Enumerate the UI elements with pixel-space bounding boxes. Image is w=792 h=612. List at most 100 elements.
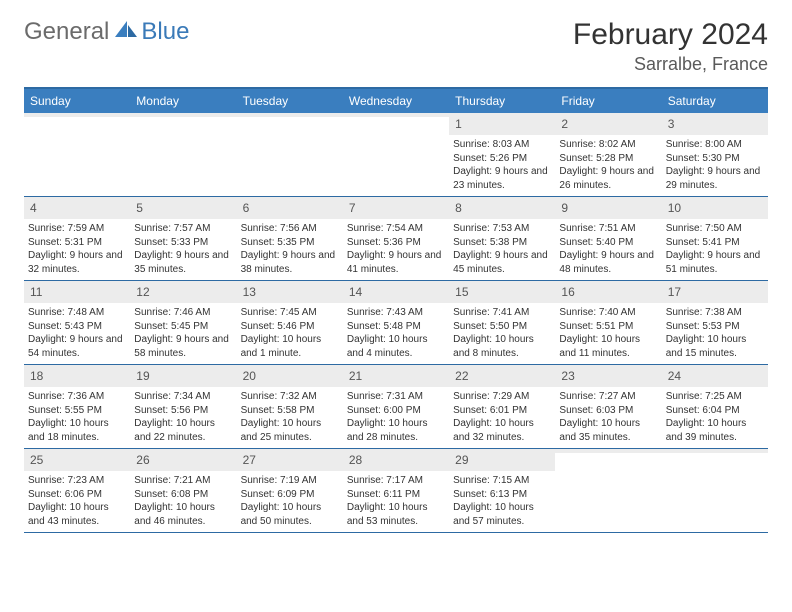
day-number-row: 22 [449, 365, 555, 387]
calendar-week: 4Sunrise: 7:59 AMSunset: 5:31 PMDaylight… [24, 197, 768, 281]
sunset-text: Sunset: 5:30 PM [666, 152, 764, 166]
day-number: 13 [243, 285, 256, 299]
day-number-row: 23 [555, 365, 661, 387]
day-number: 22 [455, 369, 468, 383]
day-number: 7 [349, 201, 356, 215]
day-number-row: 10 [662, 197, 768, 219]
sunset-text: Sunset: 5:51 PM [559, 320, 657, 334]
location-label: Sarralbe, France [573, 54, 768, 75]
day-details: Sunrise: 8:03 AMSunset: 5:26 PMDaylight:… [453, 135, 551, 192]
daylight-text: Daylight: 10 hours and 15 minutes. [666, 333, 764, 360]
daylight-text: Daylight: 10 hours and 43 minutes. [28, 501, 126, 528]
calendar-day [662, 449, 768, 532]
day-number-row: 12 [130, 281, 236, 303]
calendar-day: 25Sunrise: 7:23 AMSunset: 6:06 PMDayligh… [24, 449, 130, 532]
daylight-text: Daylight: 10 hours and 32 minutes. [453, 417, 551, 444]
sunrise-text: Sunrise: 7:43 AM [347, 306, 445, 320]
day-details: Sunrise: 7:48 AMSunset: 5:43 PMDaylight:… [28, 303, 126, 360]
day-number: 14 [349, 285, 362, 299]
daylight-text: Daylight: 10 hours and 53 minutes. [347, 501, 445, 528]
sunset-text: Sunset: 6:01 PM [453, 404, 551, 418]
sunset-text: Sunset: 5:40 PM [559, 236, 657, 250]
calendar-day: 17Sunrise: 7:38 AMSunset: 5:53 PMDayligh… [662, 281, 768, 364]
day-number-row: 18 [24, 365, 130, 387]
day-number-row [130, 113, 236, 117]
day-number-row: 5 [130, 197, 236, 219]
day-number-row: 8 [449, 197, 555, 219]
sunrise-text: Sunrise: 7:34 AM [134, 390, 232, 404]
sunrise-text: Sunrise: 7:59 AM [28, 222, 126, 236]
calendar: Sunday Monday Tuesday Wednesday Thursday… [24, 87, 768, 533]
calendar-day: 18Sunrise: 7:36 AMSunset: 5:55 PMDayligh… [24, 365, 130, 448]
sunrise-text: Sunrise: 7:31 AM [347, 390, 445, 404]
day-number: 10 [668, 201, 681, 215]
sunrise-text: Sunrise: 7:57 AM [134, 222, 232, 236]
day-number-row: 15 [449, 281, 555, 303]
day-number-row: 6 [237, 197, 343, 219]
day-details: Sunrise: 7:46 AMSunset: 5:45 PMDaylight:… [134, 303, 232, 360]
day-details: Sunrise: 7:56 AMSunset: 5:35 PMDaylight:… [241, 219, 339, 276]
calendar-weeks: 1Sunrise: 8:03 AMSunset: 5:26 PMDaylight… [24, 113, 768, 533]
weekday-header: Friday [555, 89, 661, 113]
sunset-text: Sunset: 5:36 PM [347, 236, 445, 250]
sunrise-text: Sunrise: 7:29 AM [453, 390, 551, 404]
day-number-row: 11 [24, 281, 130, 303]
calendar-week: 18Sunrise: 7:36 AMSunset: 5:55 PMDayligh… [24, 365, 768, 449]
day-details: Sunrise: 7:27 AMSunset: 6:03 PMDaylight:… [559, 387, 657, 444]
day-details: Sunrise: 7:29 AMSunset: 6:01 PMDaylight:… [453, 387, 551, 444]
weekday-header: Saturday [662, 89, 768, 113]
sunset-text: Sunset: 6:06 PM [28, 488, 126, 502]
day-details: Sunrise: 7:19 AMSunset: 6:09 PMDaylight:… [241, 471, 339, 528]
sunrise-text: Sunrise: 7:46 AM [134, 306, 232, 320]
day-number-row [343, 113, 449, 117]
calendar-day: 21 Sunrise: 7:31 AMSunset: 6:00 PMDayligh… [343, 365, 449, 448]
day-details: Sunrise: 7:31 AMSunset: 6:00 PMDaylight:… [347, 387, 445, 444]
weekday-header: Monday [130, 89, 236, 113]
sunrise-text: Sunrise: 7:51 AM [559, 222, 657, 236]
day-details: Sunrise: 7:57 AMSunset: 5:33 PMDaylight:… [134, 219, 232, 276]
calendar-day: 4Sunrise: 7:59 AMSunset: 5:31 PMDaylight… [24, 197, 130, 280]
day-details: Sunrise: 7:36 AMSunset: 5:55 PMDaylight:… [28, 387, 126, 444]
day-details: Sunrise: 7:15 AMSunset: 6:13 PMDaylight:… [453, 471, 551, 528]
day-number-row: 16 [555, 281, 661, 303]
sunrise-text: Sunrise: 7:41 AM [453, 306, 551, 320]
day-number: 17 [668, 285, 681, 299]
calendar-day: 13 Sunrise: 7:45 AMSunset: 5:46 PMDayligh… [237, 281, 343, 364]
sunset-text: Sunset: 6:00 PM [347, 404, 445, 418]
day-number: 11 [30, 285, 42, 299]
calendar-day: 23Sunrise: 7:27 AMSunset: 6:03 PMDayligh… [555, 365, 661, 448]
sunrise-text: Sunrise: 7:17 AM [347, 474, 445, 488]
day-number: 28 [349, 453, 362, 467]
header: General Blue February 2024 Sarralbe, Fra… [24, 18, 768, 75]
logo-text-general: General [24, 18, 109, 46]
day-number: 29 [455, 453, 468, 467]
sunset-text: Sunset: 5:26 PM [453, 152, 551, 166]
day-number-row: 21 [343, 365, 449, 387]
calendar-day: 24Sunrise: 7:25 AMSunset: 6:04 PMDayligh… [662, 365, 768, 448]
sunrise-text: Sunrise: 7:21 AM [134, 474, 232, 488]
title-block: February 2024 Sarralbe, France [573, 18, 768, 75]
day-number-row: 1 [449, 113, 555, 135]
calendar-day: 22 Sunrise: 7:29 AMSunset: 6:01 PMDayligh… [449, 365, 555, 448]
weekday-header: Sunday [24, 89, 130, 113]
calendar-day [343, 113, 449, 196]
daylight-text: Daylight: 9 hours and 29 minutes. [666, 165, 764, 192]
calendar-day [130, 113, 236, 196]
day-number: 21 [349, 369, 362, 383]
calendar-week: 1Sunrise: 8:03 AMSunset: 5:26 PMDaylight… [24, 113, 768, 197]
sunrise-text: Sunrise: 7:36 AM [28, 390, 126, 404]
day-number: 8 [455, 201, 462, 215]
sunrise-text: Sunrise: 7:27 AM [559, 390, 657, 404]
weekday-header: Wednesday [343, 89, 449, 113]
calendar-day [555, 449, 661, 532]
day-number-row: 7 [343, 197, 449, 219]
day-number-row: 24 [662, 365, 768, 387]
day-number-row: 13 [237, 281, 343, 303]
day-details: Sunrise: 7:45 AMSunset: 5:46 PMDaylight:… [241, 303, 339, 360]
day-number: 3 [668, 117, 675, 131]
day-number: 19 [136, 369, 149, 383]
day-number: 24 [668, 369, 681, 383]
day-number-row: 29 [449, 449, 555, 471]
day-number-row: 4 [24, 197, 130, 219]
daylight-text: Daylight: 10 hours and 11 minutes. [559, 333, 657, 360]
